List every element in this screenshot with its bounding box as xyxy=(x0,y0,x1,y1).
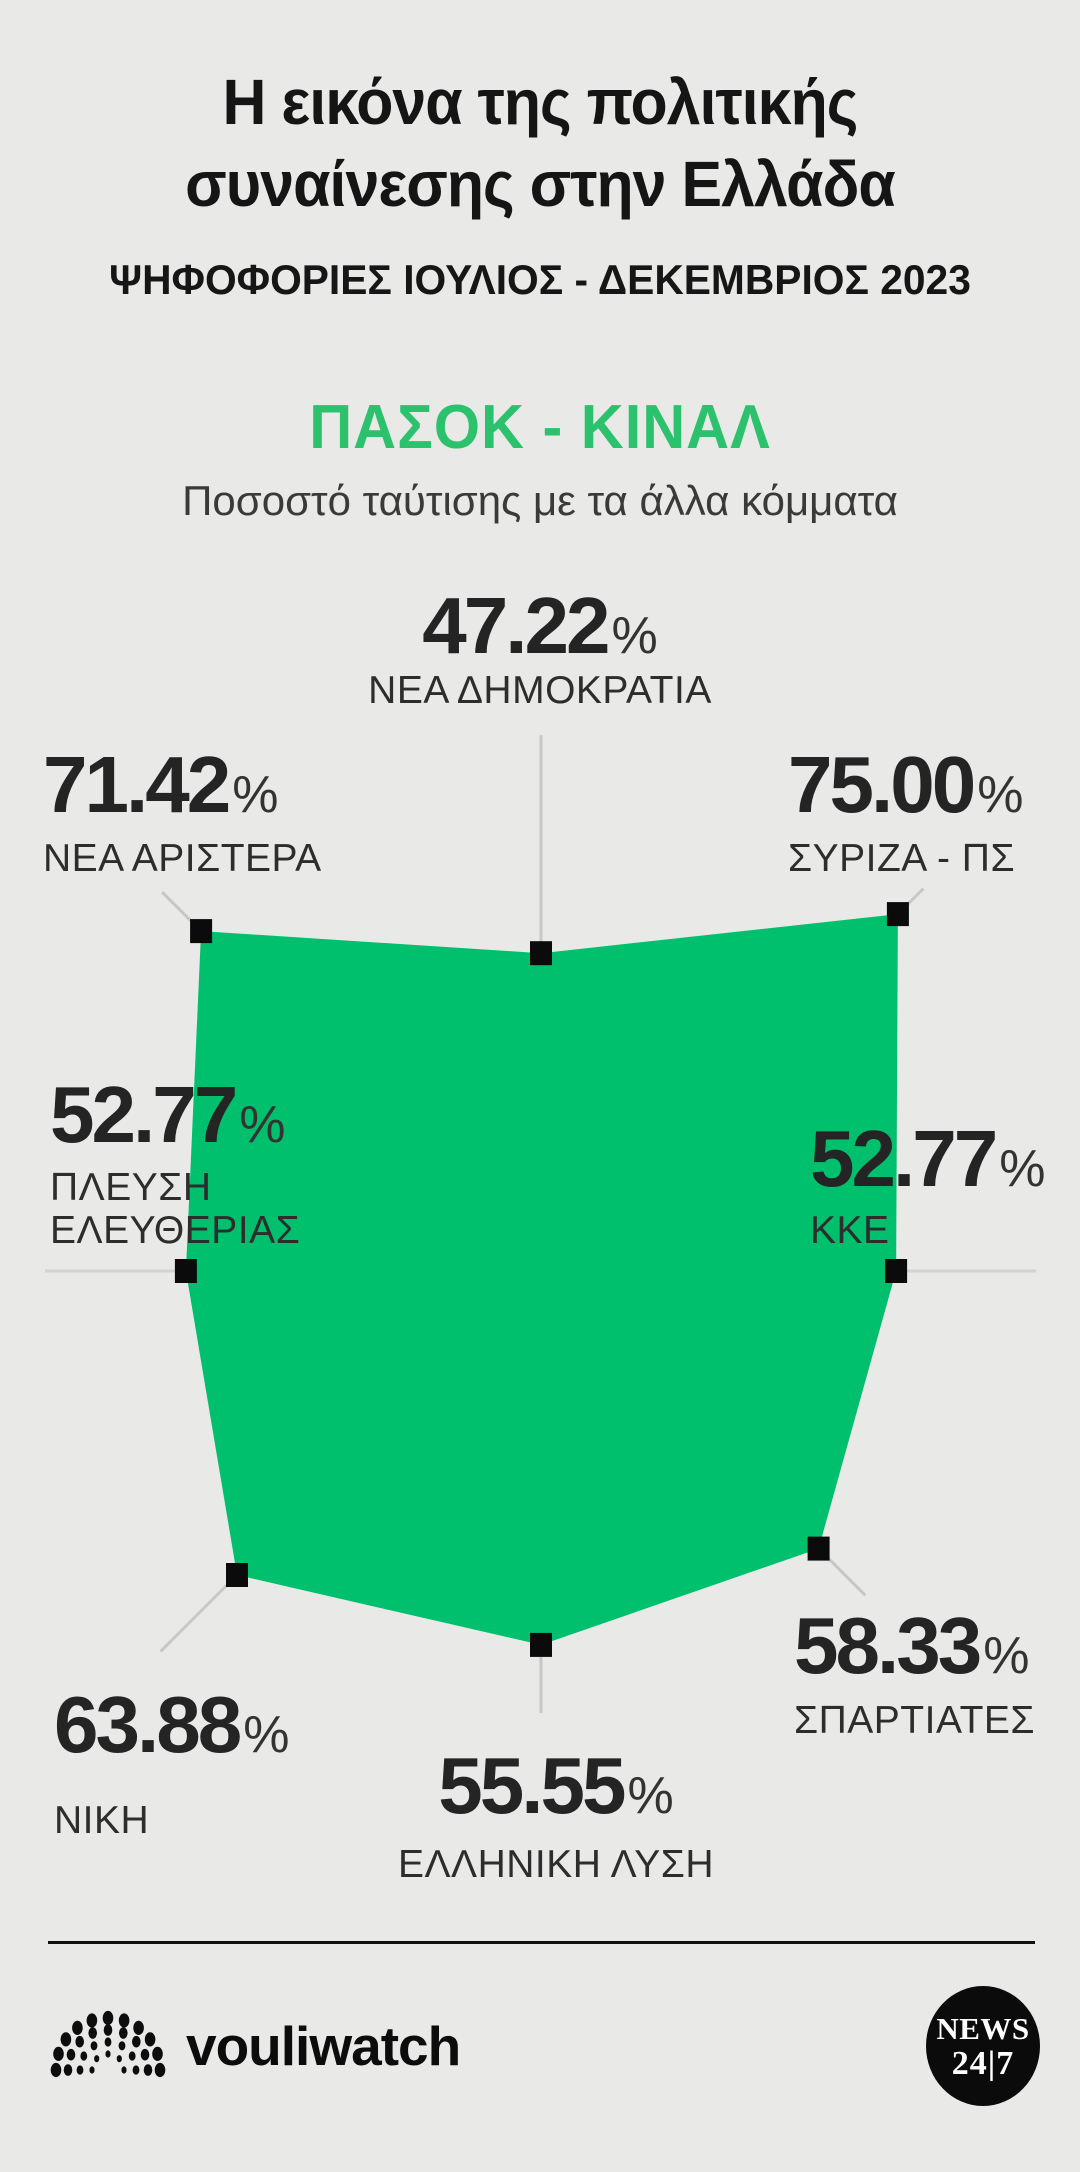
party-label-elliniki-lysi: 55.55% ΕΛΛΗΝΙΚΗ ΛΥΣΗ xyxy=(196,1746,916,1887)
vouliwatch-logo-dot xyxy=(80,2051,88,2061)
party-name: ΚΚΕ xyxy=(810,1209,890,1252)
vouliwatch-logo-dot xyxy=(133,2020,144,2035)
vouliwatch-logo-dot xyxy=(132,2065,140,2075)
vouliwatch-logo-dot xyxy=(86,2013,98,2028)
vouliwatch-logo-dot xyxy=(140,2048,150,2061)
percent-sign: % xyxy=(232,766,279,824)
vouliwatch-logo-dot xyxy=(76,2065,84,2075)
party-name: ΝΕΑ ΑΡΙΣΤΕΡΑ xyxy=(43,837,322,880)
vouliwatch-logo-dot xyxy=(72,2020,83,2035)
party-label-nea-dimokratia: 47.22% ΝΕΑ ΔΗΜΟΚΡΑΤΙΑ xyxy=(0,586,1080,713)
vertex-marker-spartiates xyxy=(807,1536,830,1561)
party-name: ΠΛΕΥΣΗ ΕΛΕΥΘΕΡΙΑΣ xyxy=(50,1166,301,1252)
party-value: 52.77% xyxy=(810,1114,1046,1203)
party-value: 55.55% xyxy=(438,1741,674,1830)
party-label-nea-aristera: 71.42% ΝΕΑ ΑΡΙΣΤΕΡΑ xyxy=(43,745,322,881)
news247-logo-line1: NEWS xyxy=(936,2011,1030,2046)
vertex-marker-kke xyxy=(885,1259,908,1283)
party-name: ΝΕΑ ΔΗΜΟΚΡΑΤΙΑ xyxy=(368,669,712,712)
vertex-marker-niki xyxy=(226,1563,248,1587)
vouliwatch-logo-dot xyxy=(104,2037,112,2047)
page-subtitle: ΨΗΦΟΦΟΡΙΕΣ ΙΟΥΛΙΟΣ - ΔΕΚΕΜΒΡΙΟΣ 2023 xyxy=(109,256,971,303)
party-label-spartiates: 58.33% ΣΠΑΡΤΙΑΤΕΣ xyxy=(794,1606,1035,1743)
vouliwatch-logo-dot xyxy=(50,2062,62,2078)
party-label-kke: 52.77% ΚΚΕ xyxy=(810,1119,1045,1253)
vouliwatch-logo-dot xyxy=(63,2064,73,2076)
party-value: 52.77% xyxy=(50,1070,286,1159)
vouliwatch-logo-dot xyxy=(105,2050,111,2058)
party-name: ΕΛΛΗΝΙΚΗ ΛΥΣΗ xyxy=(397,1843,715,1886)
vouliwatch-logo-dot xyxy=(103,2024,113,2036)
vouliwatch-logo-dot xyxy=(116,2055,122,2063)
party-value: 75.00% xyxy=(788,740,1024,829)
vouliwatch-logo-dot xyxy=(94,2055,100,2063)
page-title: Η εικόνα της πολιτικής συναίνεσης στην Ε… xyxy=(185,66,896,220)
consensus-polygon xyxy=(185,914,898,1645)
vouliwatch-logo-dot xyxy=(90,2041,98,2051)
vouliwatch-logo xyxy=(50,2010,166,2078)
news247-logo-line2: 24|7 xyxy=(951,2045,1015,2082)
vouliwatch-logo-dot xyxy=(89,2066,95,2074)
vouliwatch-logo-dot xyxy=(88,2027,97,2039)
vouliwatch-logo-dot xyxy=(121,2066,127,2074)
party-name: ΣΥΡΙΖΑ - ΠΣ xyxy=(788,837,1016,880)
vouliwatch-logo-dot xyxy=(75,2035,84,2048)
vertex-marker-nea-dimokratia xyxy=(530,941,552,966)
party-label-plefsi-eleftherias: 52.77% ΠΛΕΥΣΗ ΕΛΕΥΘΕΡΙΑΣ xyxy=(50,1075,300,1253)
vertex-marker-nea-aristera xyxy=(190,919,213,944)
percent-sign: % xyxy=(999,1140,1046,1198)
vouliwatch-logo-dot xyxy=(128,2051,136,2061)
vouliwatch-logo-dot xyxy=(102,2010,114,2026)
party-label-niki: 63.88% ΝΙΚΗ xyxy=(54,1685,289,1843)
vertex-marker-elliniki-lysi xyxy=(530,1632,552,1657)
vouliwatch-logo-dot xyxy=(53,2046,64,2061)
vouliwatch-logo-dot xyxy=(143,2064,153,2076)
vouliwatch-logo-dot xyxy=(60,2032,72,2047)
vouliwatch-logo-dot xyxy=(132,2035,141,2048)
vertex-marker-plefsi-eleftherias xyxy=(174,1259,197,1283)
chart-caption: Ποσοστό ταύτισης με τα άλλα κόμματα xyxy=(182,477,898,524)
party-value: 58.33% xyxy=(794,1601,1030,1690)
news247-logo: NEWS 24|7 xyxy=(926,1986,1040,2106)
vouliwatch-logo-dot xyxy=(154,2062,166,2078)
party-value: 63.88% xyxy=(54,1680,290,1769)
party-value: 47.22% xyxy=(422,581,658,670)
vouliwatch-logo-dot xyxy=(119,2027,128,2039)
leader-line-niki xyxy=(159,1573,239,1653)
percent-sign: % xyxy=(611,607,658,665)
party-name: ΣΠΑΡΤΙΑΤΕΣ xyxy=(794,1699,1036,1742)
vouliwatch-logo-dot xyxy=(152,2046,163,2061)
party-value: 71.42% xyxy=(43,740,279,829)
percent-sign: % xyxy=(983,1627,1030,1685)
party-name: ΝΙΚΗ xyxy=(54,1799,150,1842)
vouliwatch-logo-dot xyxy=(144,2032,156,2047)
vouliwatch-logo-dot xyxy=(118,2041,126,2051)
vouliwatch-logo-dot xyxy=(66,2048,76,2061)
footer-divider xyxy=(48,1941,1035,1944)
percent-sign: % xyxy=(243,1706,290,1764)
percent-sign: % xyxy=(239,1096,286,1154)
vouliwatch-logo-dot xyxy=(118,2013,130,2028)
party-label-syriza-ps: 75.00% ΣΥΡΙΖΑ - ΠΣ xyxy=(788,745,1023,881)
vouliwatch-brand-name: vouliwatch xyxy=(186,2015,461,2077)
percent-sign: % xyxy=(977,766,1024,824)
chart-party-heading: ΠΑΣΟΚ - ΚΙΝΑΛ xyxy=(309,393,771,462)
vertex-marker-syriza-ps xyxy=(886,902,909,927)
percent-sign: % xyxy=(627,1767,674,1825)
